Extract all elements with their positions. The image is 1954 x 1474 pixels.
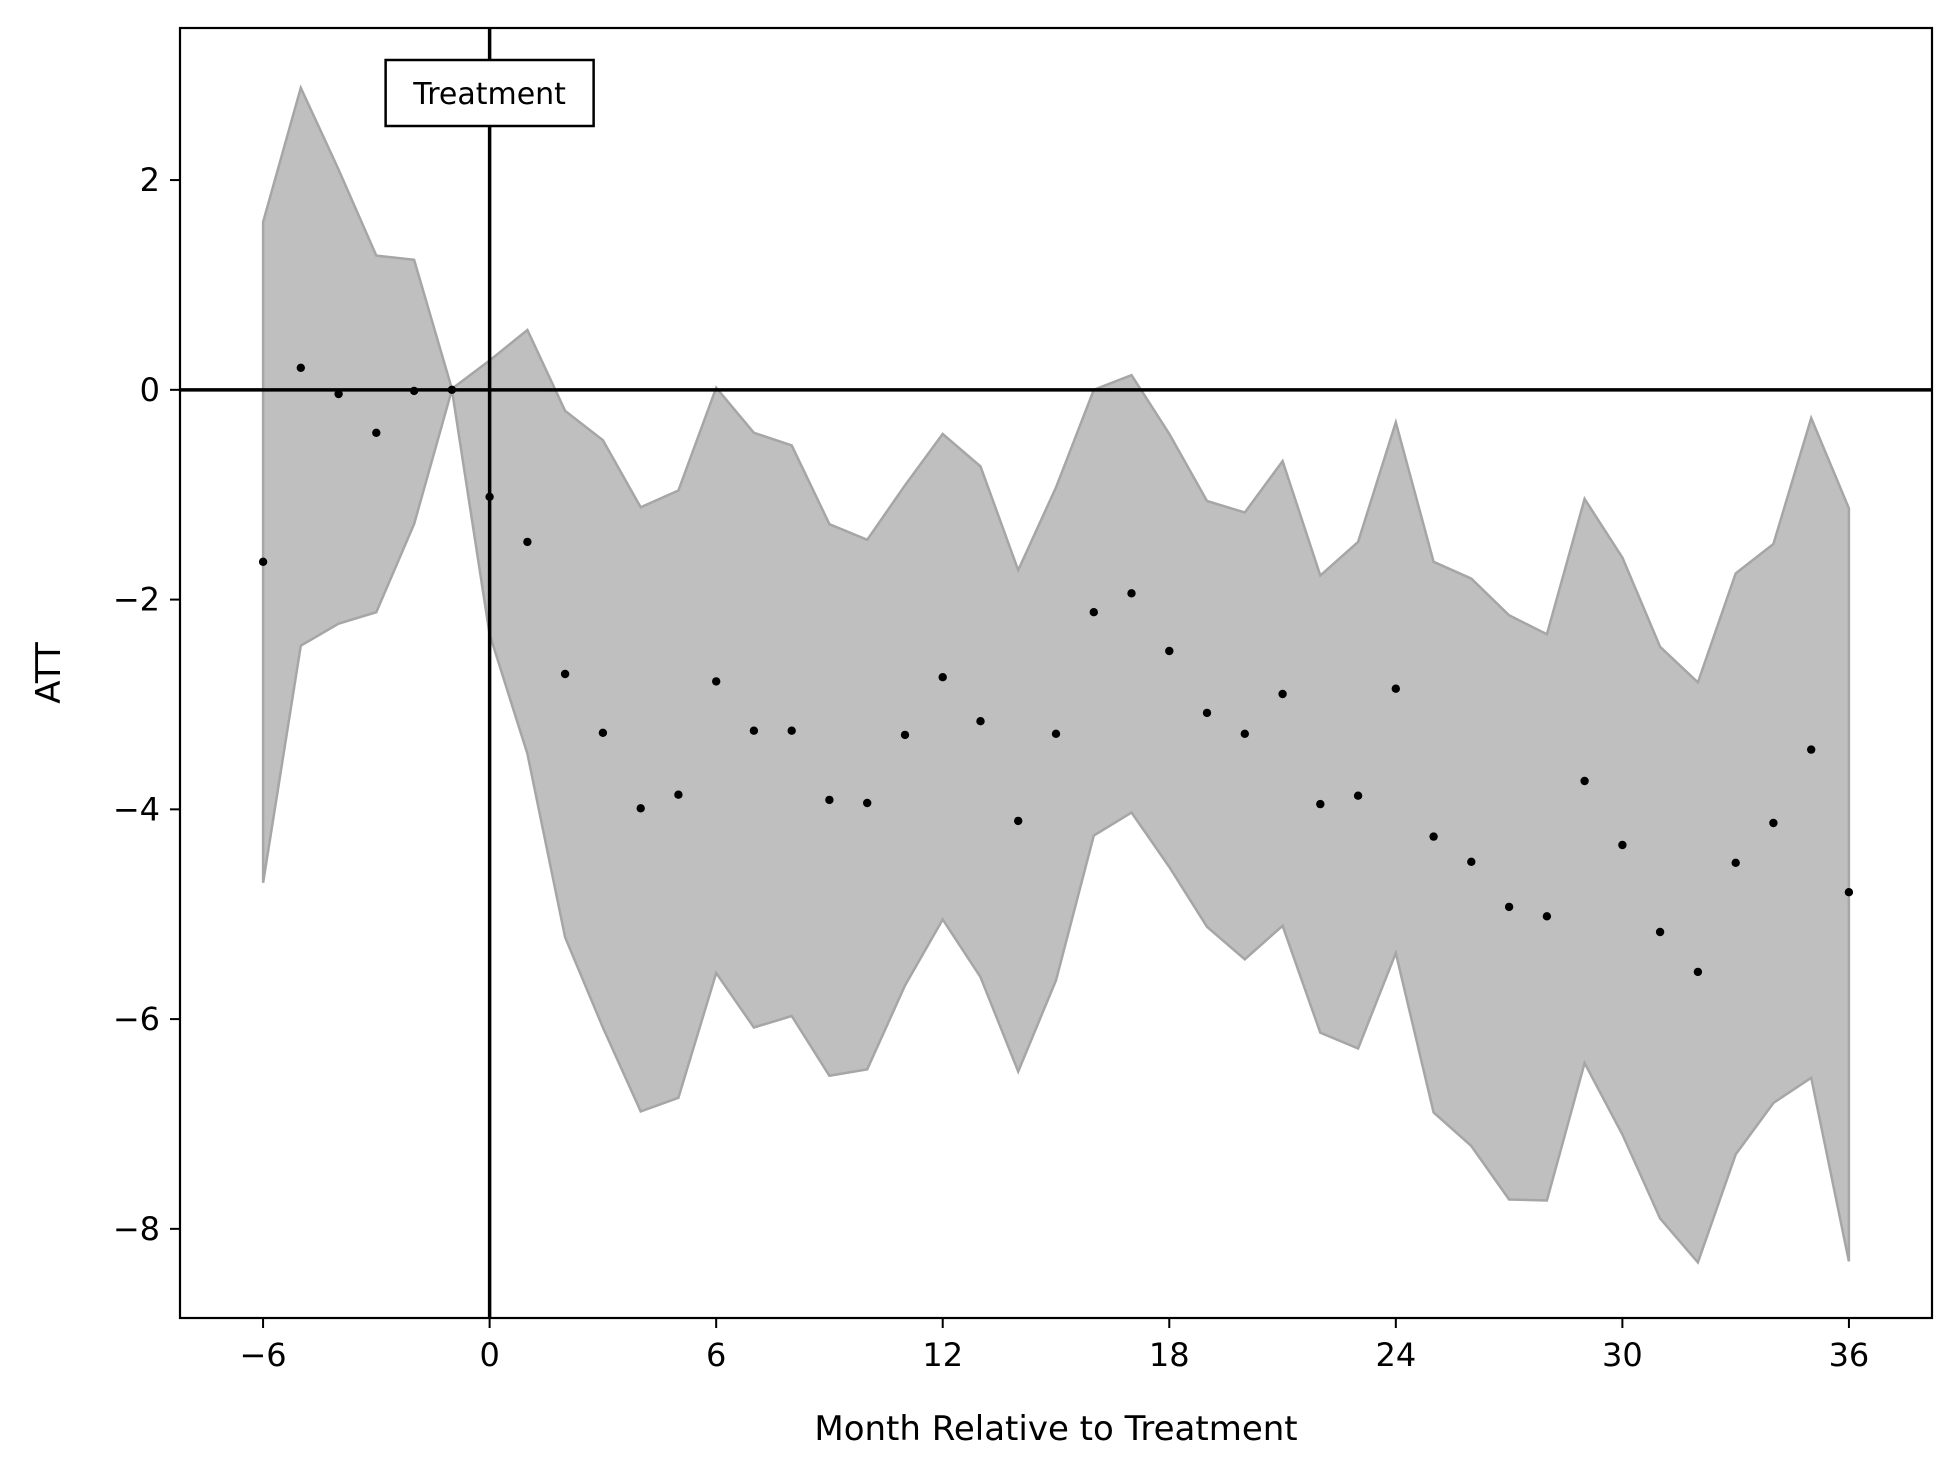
data-point <box>1240 729 1250 738</box>
data-point <box>636 804 645 813</box>
data-point <box>1769 818 1778 828</box>
data-point <box>1580 776 1589 786</box>
data-point <box>1429 832 1438 841</box>
x-tick-label: 30 <box>1602 1336 1643 1374</box>
x-tick-label: −6 <box>239 1336 286 1374</box>
plot-frame <box>178 26 1934 1320</box>
data-point <box>787 726 796 735</box>
x-axis-label: Month Relative to Treatment <box>814 1409 1297 1449</box>
x-axis-ticks: −6 0 6 12 18 24 30 36 <box>239 1318 1869 1374</box>
data-point <box>409 386 419 396</box>
data-point <box>372 428 381 437</box>
reference-line-layer <box>180 28 1932 1318</box>
treatment-annotation: Treatment <box>384 58 595 128</box>
data-point <box>1353 791 1363 800</box>
data-point <box>1014 816 1023 826</box>
data-point <box>863 798 872 808</box>
data-point <box>447 385 457 394</box>
y-tick-label: −2 <box>113 581 160 619</box>
data-point <box>1844 888 1854 897</box>
x-tick-label: 24 <box>1375 1336 1416 1374</box>
data-point <box>1051 729 1061 738</box>
data-point <box>296 363 305 372</box>
data-point <box>976 717 985 726</box>
data-point <box>1731 858 1740 867</box>
data-point <box>1655 927 1665 937</box>
confidence-band-layer <box>261 84 1851 1265</box>
data-point <box>523 537 532 547</box>
data-point <box>712 677 721 686</box>
data-point <box>258 557 268 566</box>
y-tick-label: 0 <box>140 371 160 409</box>
x-tick-label: 6 <box>706 1336 726 1374</box>
data-point <box>1542 912 1552 921</box>
treatment-annotation-label: Treatment <box>412 77 566 112</box>
data-point <box>1278 689 1287 699</box>
x-tick-label: 18 <box>1149 1336 1190 1374</box>
data-point <box>1807 745 1816 754</box>
data-point <box>1693 967 1703 977</box>
x-tick-label: 36 <box>1829 1336 1870 1374</box>
data-point <box>1089 608 1099 617</box>
data-point <box>485 492 494 501</box>
data-point <box>1391 684 1401 693</box>
data-point <box>1127 589 1136 598</box>
data-point <box>1316 799 1325 809</box>
point-layer <box>258 363 1854 977</box>
y-axis-ticks: 2 0 −2 −4 −6 −8 <box>113 161 180 1248</box>
data-point <box>1202 708 1212 718</box>
x-tick-label: 12 <box>922 1336 963 1374</box>
data-point <box>900 730 910 740</box>
data-point <box>674 790 683 799</box>
x-tick-label: 0 <box>479 1336 499 1374</box>
y-tick-label: −4 <box>113 790 160 828</box>
confidence-band <box>261 84 1851 1265</box>
data-point <box>1504 902 1514 912</box>
data-point <box>938 673 947 682</box>
data-point <box>334 389 343 399</box>
treatment-annotation-box <box>384 58 595 128</box>
data-point <box>1467 857 1476 866</box>
y-tick-label: −6 <box>113 1000 160 1038</box>
data-point <box>1165 646 1174 656</box>
y-tick-label: 2 <box>140 161 160 199</box>
y-axis-label: ATT <box>29 642 69 704</box>
y-tick-label: −8 <box>113 1210 160 1248</box>
data-point <box>825 795 834 805</box>
data-point <box>749 726 759 735</box>
data-point <box>1618 840 1627 850</box>
data-point <box>598 728 608 737</box>
data-point <box>560 669 570 679</box>
